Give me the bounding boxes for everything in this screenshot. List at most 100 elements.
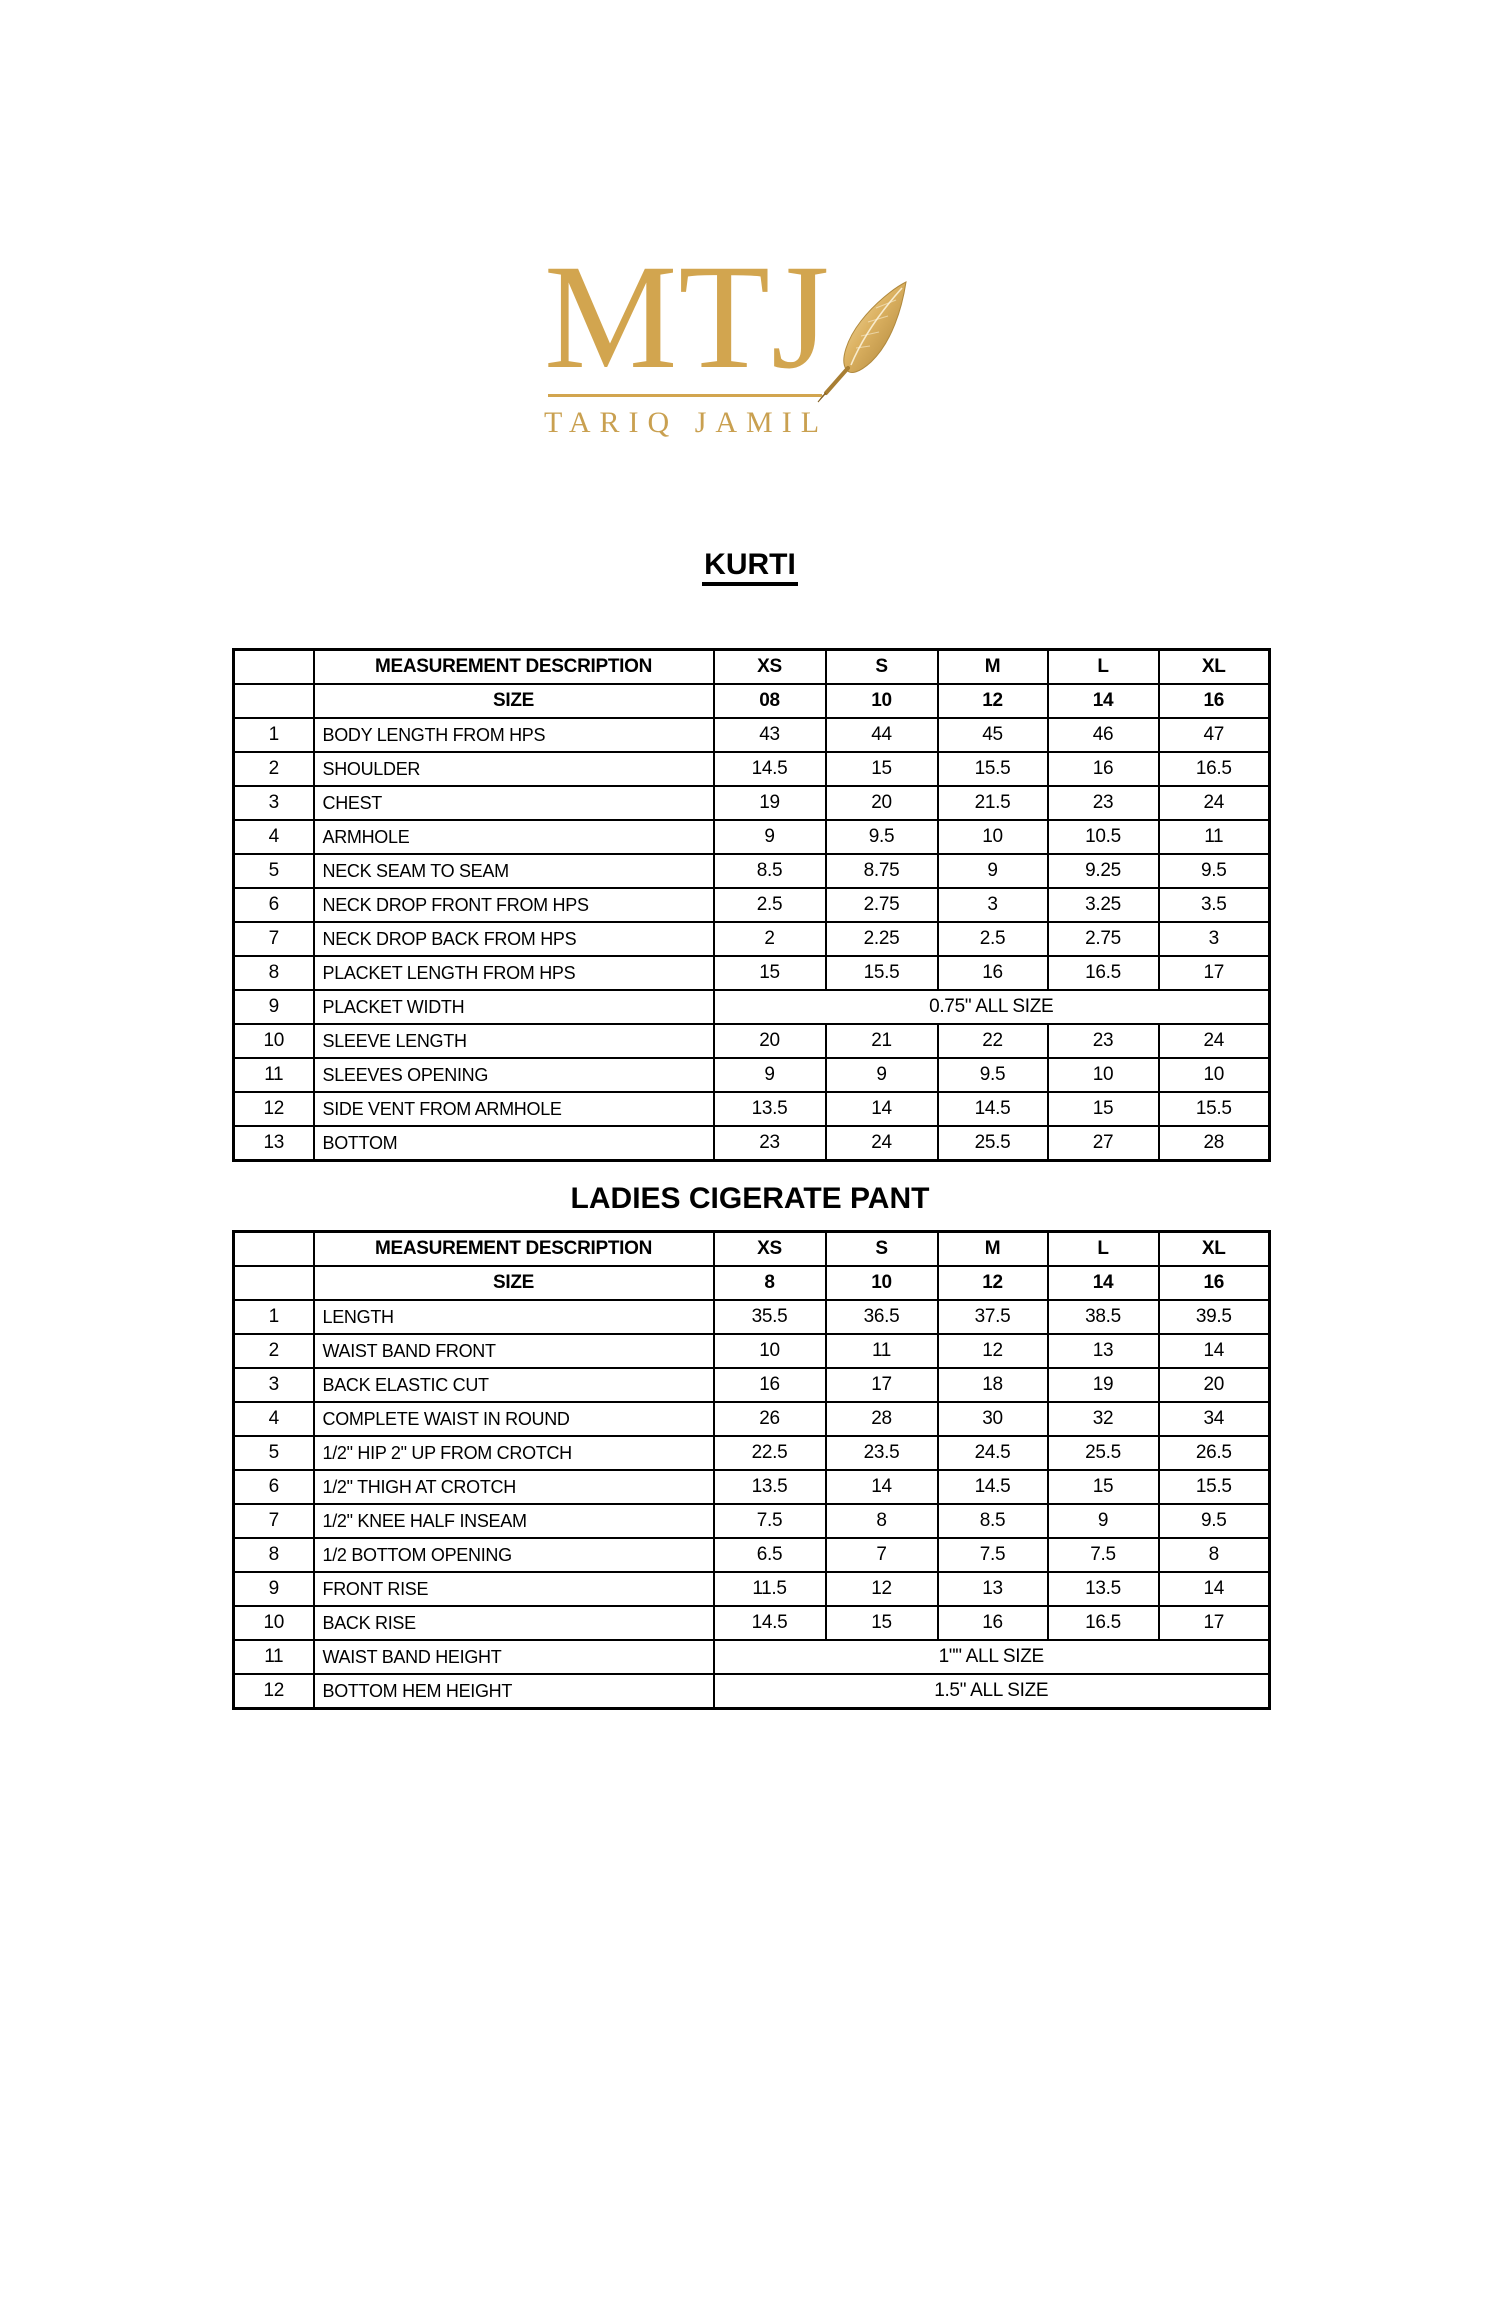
measurement-value: 14: [1157, 1571, 1271, 1607]
row-number: 10: [232, 1605, 315, 1641]
measurement-value: 19: [1046, 1367, 1160, 1403]
measurement-value: 18: [936, 1367, 1049, 1403]
measurement-value: 14.5: [712, 1605, 827, 1641]
measurement-value: 10: [936, 819, 1049, 855]
header-row: MEASUREMENT DESCRIPTION XS S M L XL: [232, 1230, 1271, 1267]
measurement-value: 9.5: [824, 819, 939, 855]
measurement-value: 22.5: [712, 1435, 827, 1471]
measurement-value: 23: [1046, 1023, 1160, 1059]
measurement-row: 2 WAIST BAND FRONT 10 11 12 13 14: [232, 1333, 1271, 1369]
measurement-value: 2.75: [1046, 921, 1160, 957]
measurement-value: 3.25: [1046, 887, 1160, 923]
measurement-value: 2.75: [824, 887, 939, 923]
row-number: 2: [232, 1333, 315, 1369]
measurement-value: 11.5: [712, 1571, 827, 1607]
row-number: 5: [232, 1435, 315, 1471]
measurement-value: 21: [824, 1023, 939, 1059]
measurement-value: 15.5: [1157, 1469, 1271, 1505]
size-value: 10: [824, 683, 939, 719]
measurement-value: 9: [824, 1057, 939, 1093]
measurement-value: 25.5: [936, 1125, 1049, 1162]
measurement-value: 2.5: [936, 921, 1049, 957]
measurement-value: 17: [1157, 1605, 1271, 1641]
row-number: 1: [232, 1299, 315, 1335]
measurement-value: 45: [936, 717, 1049, 753]
measurement-value: 15: [824, 751, 939, 787]
measurement-value: 20: [824, 785, 939, 821]
size-value: 16: [1157, 1265, 1271, 1301]
measurement-value: 11: [1157, 819, 1271, 855]
measurement-row: 9 PLACKET WIDTH 0.75" ALL SIZE: [232, 989, 1271, 1025]
measurement-value: 8.5: [936, 1503, 1049, 1539]
measurement-row: 6 NECK DROP FRONT FROM HPS 2.5 2.75 3 3.25 3.5: [232, 887, 1271, 923]
measurement-value: 17: [824, 1367, 939, 1403]
measurement-value: 22: [936, 1023, 1049, 1059]
measurement-row: 13 BOTTOM 23 24 25.5 27 28: [232, 1125, 1271, 1162]
measurement-value: 9: [1046, 1503, 1160, 1539]
measurement-value: 13: [936, 1571, 1049, 1607]
measurement-value: 15: [824, 1605, 939, 1641]
measurement-description: NECK DROP BACK FROM HPS: [312, 921, 715, 957]
measurement-value: 7.5: [712, 1503, 827, 1539]
measurement-row: 3 BACK ELASTIC CUT 16 17 18 19 20: [232, 1367, 1271, 1403]
size-value: 8: [712, 1265, 827, 1301]
corner-cell: [232, 648, 315, 685]
measurement-value: 14.5: [712, 751, 827, 787]
measurement-description: NECK DROP FRONT FROM HPS: [312, 887, 715, 923]
measurement-value: 35.5: [712, 1299, 827, 1335]
measurement-value: 13.5: [712, 1469, 827, 1505]
measurement-value: 10: [1157, 1057, 1271, 1093]
measurement-value: 8: [1157, 1537, 1271, 1573]
col-header-size: XS: [712, 1230, 827, 1267]
measurement-description: LENGTH: [312, 1299, 715, 1335]
measurement-value: 16.5: [1046, 955, 1160, 991]
logo-underline-rule: [548, 394, 822, 397]
size-row-label: SIZE: [312, 683, 715, 719]
measurement-description: SLEEVES OPENING: [312, 1057, 715, 1093]
measurement-value: 2.5: [712, 887, 827, 923]
measurement-description: ARMHOLE: [312, 819, 715, 855]
row-number: 7: [232, 1503, 315, 1539]
measurement-row: 3 CHEST 19 20 21.5 23 24: [232, 785, 1271, 821]
measurement-value: 12: [936, 1333, 1049, 1369]
measurement-description: 1/2" HIP 2" UP FROM CROTCH: [312, 1435, 715, 1471]
measurement-value: 36.5: [824, 1299, 939, 1335]
measurement-value: 6.5: [712, 1537, 827, 1573]
measurement-value: 12: [824, 1571, 939, 1607]
measurement-value: 13.5: [712, 1091, 827, 1127]
measurement-value: 15: [712, 955, 827, 991]
row-number: 3: [232, 785, 315, 821]
measurement-value: 14: [824, 1091, 939, 1127]
measurement-value: 26.5: [1157, 1435, 1271, 1471]
measurement-value: 11: [824, 1333, 939, 1369]
measurement-row: 4 ARMHOLE 9 9.5 10 10.5 11: [232, 819, 1271, 855]
measurement-value: 3.5: [1157, 887, 1271, 923]
row-number: 5: [232, 853, 315, 889]
measurement-value: 24.5: [936, 1435, 1049, 1471]
measurement-description: 1/2 BOTTOM OPENING: [312, 1537, 715, 1573]
measurement-value: 9: [712, 819, 827, 855]
measurement-row: 1 LENGTH 35.5 36.5 37.5 38.5 39.5: [232, 1299, 1271, 1335]
measurement-value: 39.5: [1157, 1299, 1271, 1335]
measurement-row: 10 BACK RISE 14.5 15 16 16.5 17: [232, 1605, 1271, 1641]
row-number: 9: [232, 1571, 315, 1607]
row-number: 10: [232, 1023, 315, 1059]
measurement-value: 9.5: [1157, 1503, 1271, 1539]
measurement-value: 27: [1046, 1125, 1160, 1162]
measurement-value: 24: [824, 1125, 939, 1162]
measurement-description: WAIST BAND HEIGHT: [312, 1639, 715, 1675]
measurement-row: 2 SHOULDER 14.5 15 15.5 16 16.5: [232, 751, 1271, 787]
row-number: 8: [232, 955, 315, 991]
col-header-size: S: [824, 648, 939, 685]
measurement-value: 15.5: [936, 751, 1049, 787]
measurement-value: 14: [1157, 1333, 1271, 1369]
measurement-row: 7 NECK DROP BACK FROM HPS 2 2.25 2.5 2.75 3: [232, 921, 1271, 957]
measurement-value: 9.5: [1157, 853, 1271, 889]
measurement-value: 3: [936, 887, 1049, 923]
measurement-value: 47: [1157, 717, 1271, 753]
size-value: 14: [1046, 683, 1160, 719]
measurement-value: 9: [936, 853, 1049, 889]
measurement-value: 7: [824, 1537, 939, 1573]
corner-cell: [232, 1265, 315, 1301]
size-value: 12: [936, 1265, 1049, 1301]
